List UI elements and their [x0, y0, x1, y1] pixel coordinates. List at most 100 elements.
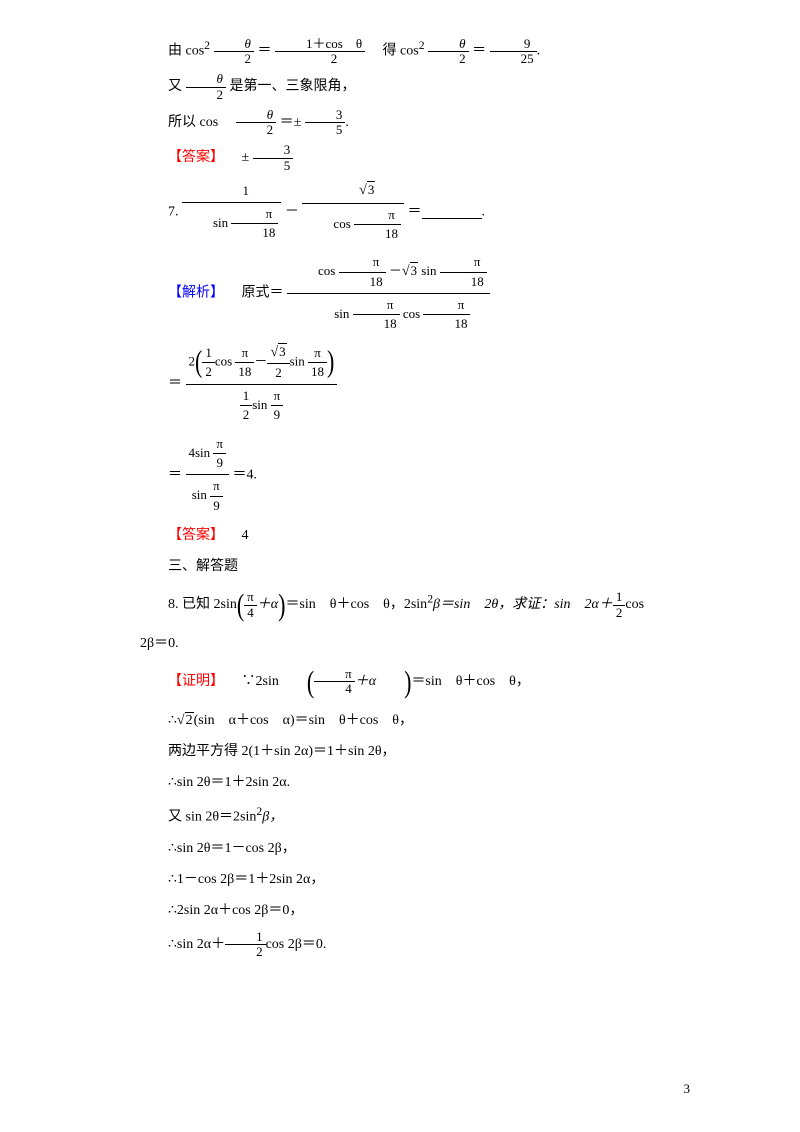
frac-pi-4-b: π4 [314, 667, 355, 697]
frac-top: √3 [302, 179, 404, 204]
t: 1 [202, 344, 215, 363]
t: π [244, 590, 257, 605]
pi-bot: 18 [231, 224, 278, 242]
step3-result: ＝4. [233, 467, 258, 482]
line-2: 又 θ2 是第一、三象限角， [140, 72, 690, 102]
analysis-7: 【解析】 原式＝ cos π18 －√3 sin π18 sin π18 cos… [140, 251, 690, 335]
line-3: 所以 cos θ2 ＝± 35. [140, 108, 690, 138]
frac-bot: 5 [253, 159, 294, 173]
p2-b: (sin α＋cos α)＝sin θ＋cos θ， [194, 713, 413, 728]
eq-step3: ＝ [168, 467, 182, 482]
b: 2 [240, 406, 253, 424]
pi-top: π [339, 253, 386, 272]
t: π [308, 344, 327, 363]
q7-number: 7. [168, 204, 179, 219]
b: 2 [613, 606, 626, 620]
frac-top: 1＋cos θ [275, 37, 365, 52]
frac-3-5-a: 35 [305, 108, 346, 138]
frac-pi-18-g: π18 [235, 344, 254, 382]
question-7: 7. 1 sin π18 － √3 cos π18 ＝. [140, 179, 690, 245]
analysis-text: 原式＝ [228, 286, 284, 301]
frac-1-2-b: 12 [240, 387, 253, 425]
pi-top: π [440, 253, 487, 272]
step1-bot: sin π18 cos π18 [287, 294, 490, 336]
frac-pi-18-d: π18 [440, 253, 487, 291]
line-1: 由 cos2 θ2 ＝ 1＋cos θ2 得 cos2 θ2 ＝ 925. [140, 35, 690, 66]
frac-theta-2-d: θ2 [236, 108, 277, 138]
plus-alpha: ＋α [355, 674, 376, 689]
frac-1-2-q8: 12 [613, 590, 626, 620]
step1-top: cos π18 －√3 sin π18 [287, 251, 490, 294]
text-you-cos: 由 cos [168, 44, 204, 59]
frac-theta-2-a: θ2 [214, 37, 255, 67]
p3-text: 两边平方得 2(1＋sin 2α)＝1＋sin 2θ， [168, 744, 396, 759]
frac-top: 9 [490, 37, 537, 52]
frac-bot: sin π18 [182, 203, 281, 245]
t: 1 [240, 387, 253, 406]
cos-text: cos [333, 215, 354, 230]
eq-step2: ＝ [168, 376, 182, 391]
frac-1-2-a: 12 [202, 344, 215, 382]
frac-top: θ [428, 37, 469, 52]
sqrt3: 3 [410, 262, 419, 278]
q8-d: 2β＝0. [140, 636, 179, 651]
proof-label: 【证明】 [168, 674, 224, 689]
sin-text: sin [290, 354, 308, 369]
proof-line-7: ∴1－cos 2β＝1＋2sin 2α， [140, 867, 690, 892]
root-icon: √ [177, 713, 185, 728]
frac-pi-18-f: π18 [423, 296, 470, 334]
q8-c: cos [625, 597, 644, 612]
b: 2 [202, 363, 215, 381]
frac-sqrt3-2: √32 [267, 343, 289, 382]
root-icon: √ [270, 345, 278, 360]
t: 1 [613, 590, 626, 605]
sin-text: sin [334, 306, 352, 321]
answer-pm: ± [242, 150, 250, 165]
frac-pi-9-c: π9 [210, 477, 223, 515]
frac-1-sin-pi18: 1 sin π18 [182, 180, 281, 245]
t: π [213, 435, 226, 454]
paren-l-icon: ( [195, 341, 202, 384]
pi-top: π [354, 206, 401, 225]
answer-label-7: 【答案】 [168, 528, 224, 543]
sin-text: sin [213, 215, 231, 230]
paren-l: ( [279, 654, 314, 709]
answer-label: 【答案】 [168, 150, 224, 165]
cos-text: cos [215, 354, 236, 369]
minus: － [389, 263, 402, 278]
proof-a: ∵2sin [228, 674, 279, 689]
step3-bot: sin π9 [186, 475, 230, 517]
frac-pi-18-c: π18 [339, 253, 386, 291]
eq-2: ＝ [472, 44, 486, 59]
q7-minus: － [285, 204, 299, 219]
root-icon: √ [402, 264, 410, 279]
answer-7: 【答案】 4 [140, 523, 690, 548]
text-de-cos: 得 cos [369, 44, 419, 59]
frac-top: θ [236, 108, 277, 123]
proof-line-8: ∴2sin 2α＋cos 2β＝0， [140, 898, 690, 923]
frac-top: 1 [182, 180, 281, 203]
p2-therefore: ∴ [168, 713, 177, 728]
b: 9 [271, 406, 284, 424]
b: 2 [267, 364, 289, 382]
q8-b: ＝sin θ＋cos θ，2sin [285, 597, 427, 612]
p8-text: ∴2sin 2α＋cos 2β＝0， [168, 903, 303, 918]
frac-bot: 2 [214, 52, 255, 66]
b: 9 [210, 497, 223, 515]
paren-l: ( [237, 577, 244, 632]
frac-bot: 2 [275, 52, 365, 66]
frac-top: 3 [305, 108, 346, 123]
frac-pi-4-a: π4 [244, 590, 257, 620]
q8-b2: β＝sin 2θ，求证：sin 2α＋ [433, 597, 613, 612]
sin: sin [192, 487, 210, 502]
answer-6: 【答案】 ± 35 [140, 143, 690, 173]
frac-theta-2-b: θ2 [428, 37, 469, 67]
eq-1: ＝ [258, 44, 272, 59]
p5-text: 又 sin 2θ＝2sin [168, 810, 256, 825]
step1-frac: cos π18 －√3 sin π18 sin π18 cos π18 [287, 251, 490, 335]
pi-bot: 18 [423, 315, 470, 333]
cos-text: cos [318, 263, 339, 278]
t: π [235, 344, 254, 363]
sup-2: 2 [204, 39, 210, 52]
4sin: 4sin [189, 444, 214, 459]
